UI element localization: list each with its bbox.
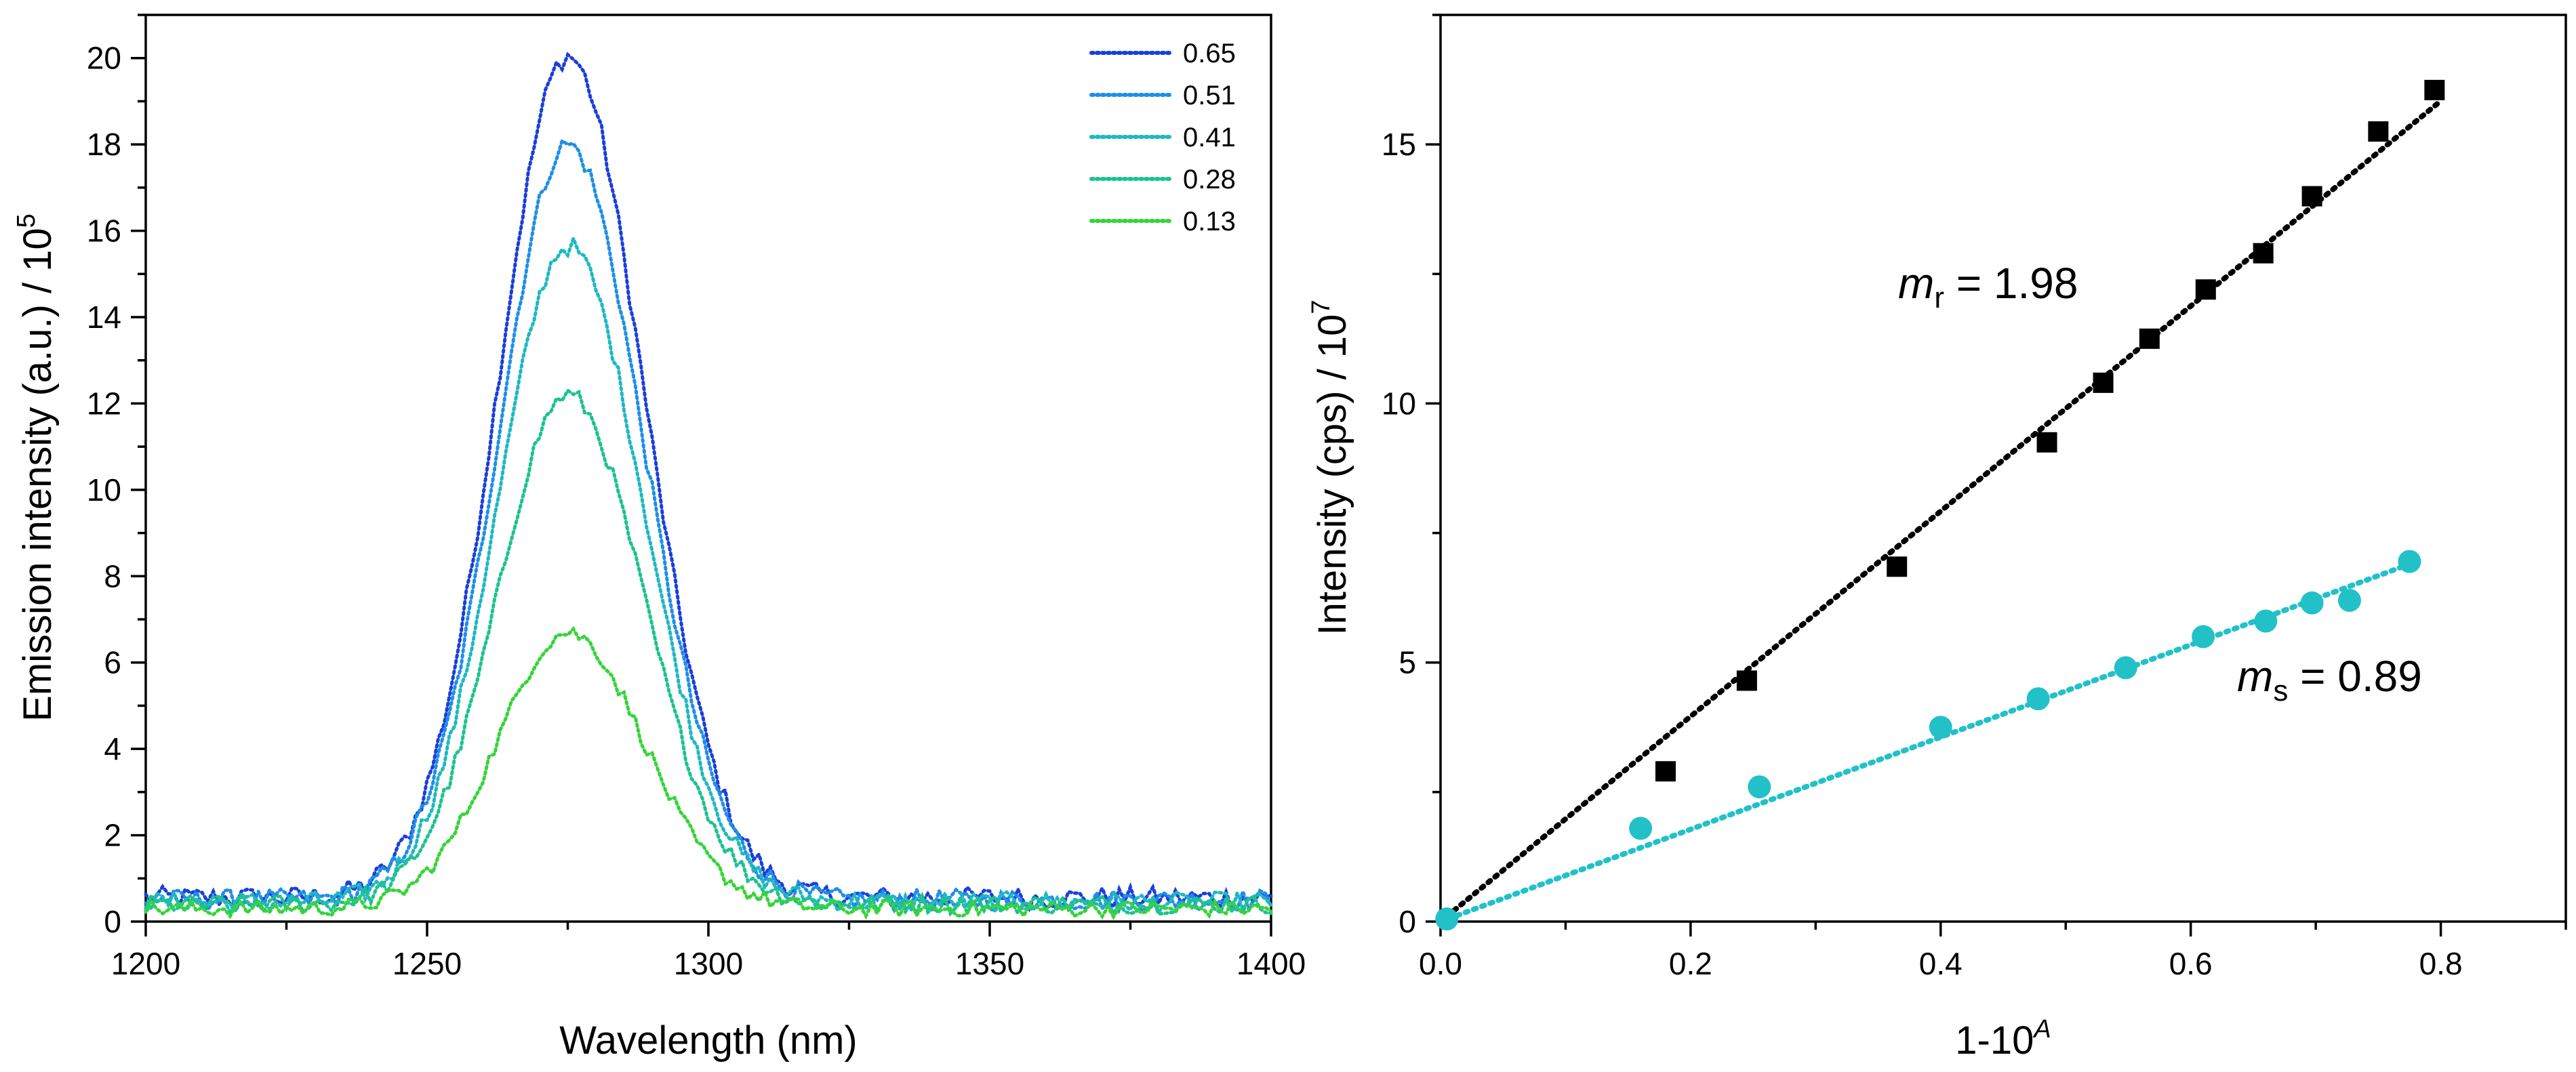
- right-y-tick-label: 5: [1398, 645, 1416, 680]
- left-y-tick-label: 0: [104, 904, 121, 939]
- point-reference: [2139, 328, 2160, 349]
- left-y-tick-label: 6: [104, 645, 121, 680]
- left-y-tick-label: 14: [87, 300, 121, 335]
- point-reference: [2424, 79, 2445, 100]
- left-ticks: 1200 1250 1300 1350 1400 0 2 4 6 8 10 12 14 16 18 20: [87, 14, 1306, 981]
- legend-label-0.28: 0.28: [1183, 165, 1236, 194]
- right-x-tick-label: 0.4: [1919, 946, 1963, 981]
- spectrum-line-0.28: [144, 388, 1273, 918]
- left-y-tick-label: 4: [104, 731, 121, 766]
- point-reference: [2368, 121, 2389, 142]
- point-reference: [2301, 186, 2322, 207]
- point-reference: [2253, 243, 2274, 264]
- point-sample: [2114, 656, 2137, 680]
- point-reference: [1655, 761, 1676, 782]
- fit-line-sample: [1438, 559, 2419, 924]
- legend-label-0.13: 0.13: [1183, 207, 1236, 236]
- point-reference: [2093, 372, 2114, 393]
- left-y-tick-label: 2: [104, 818, 121, 853]
- left-y-axis-title: Emission intensity (a.u.) / 105: [12, 213, 60, 722]
- point-reference: [1887, 556, 1908, 577]
- sample-slope-annotation: ms = 0.89: [2237, 652, 2422, 707]
- right-fit-lines: [1438, 98, 2444, 924]
- right-x-tick-label: 0.2: [1669, 946, 1712, 981]
- right-y-tick-label: 15: [1382, 127, 1416, 162]
- right-x-axis-title: 1-10A: [1955, 1015, 2051, 1063]
- right-y-tick-label: 0: [1398, 904, 1416, 939]
- point-sample: [2337, 588, 2361, 612]
- point-reference: [2195, 279, 2216, 300]
- point-sample: [1929, 716, 1952, 739]
- left-y-tick-label: 16: [87, 213, 121, 249]
- point-sample: [1629, 817, 1653, 840]
- point-reference: [1736, 670, 1757, 691]
- spectrum-line-0.65: [144, 51, 1273, 913]
- point-sample: [1748, 775, 1771, 799]
- left-x-tick-label: 1200: [111, 946, 180, 981]
- right-data-points: [1435, 79, 2445, 931]
- left-x-tick-label: 1250: [393, 946, 462, 981]
- right-x-tick-label: 0.8: [2419, 946, 2463, 981]
- spectrum-line-0.41: [144, 233, 1273, 918]
- right-x-tick-label: 0.6: [2169, 946, 2213, 981]
- legend-label-0.41: 0.41: [1183, 123, 1236, 152]
- right-ticks: 0.0 0.2 0.4 0.6 0.8 0 5 10 15: [1382, 14, 2567, 981]
- left-x-tick-label: 1350: [955, 946, 1024, 981]
- left-x-axis-title: Wavelength (nm): [559, 1018, 857, 1063]
- left-x-tick-label: 1400: [1236, 946, 1306, 981]
- spectrum-line-0.13: [144, 625, 1273, 920]
- left-x-tick-label: 1300: [674, 946, 743, 981]
- left-y-tick-label: 12: [87, 386, 121, 421]
- point-sample: [2300, 591, 2324, 615]
- right-y-tick-label: 10: [1382, 386, 1416, 421]
- right-y-axis-title: Intensity (cps) / 107: [1307, 300, 1354, 636]
- legend-label-0.51: 0.51: [1183, 81, 1236, 110]
- left-y-tick-label: 18: [87, 127, 121, 162]
- spectrum-line-0.51: [144, 138, 1273, 915]
- point-sample: [2254, 609, 2278, 633]
- left-y-tick-label: 8: [104, 558, 121, 594]
- legend-label-0.65: 0.65: [1183, 39, 1236, 68]
- left-legend: 0.65 0.51 0.41 0.28 0.13: [1089, 39, 1236, 236]
- left-y-tick-label: 10: [87, 472, 121, 508]
- fit-line-reference: [1438, 98, 2444, 924]
- point-reference: [2036, 432, 2057, 453]
- left-y-tick-label: 20: [87, 41, 121, 76]
- left-series-group: [144, 51, 1273, 920]
- right-plot-frame: [1439, 14, 2567, 923]
- reference-slope-annotation: mr = 1.98: [1898, 259, 2078, 314]
- point-sample: [2398, 550, 2421, 573]
- point-sample: [1435, 907, 1459, 931]
- point-sample: [2192, 625, 2215, 648]
- point-sample: [2026, 687, 2050, 711]
- intensity-vs-absorbance-chart: 0.0 0.2 0.4 0.6 0.8 0 5 10 15 mr = 1.98 ms = 0.8…: [1307, 14, 2567, 1063]
- right-x-tick-label: 0.0: [1419, 946, 1462, 981]
- emission-spectrum-chart: 1200 1250 1300 1350 1400 0 2 4 6 8 10 12 14 16 18 20 0.…: [12, 14, 1306, 1063]
